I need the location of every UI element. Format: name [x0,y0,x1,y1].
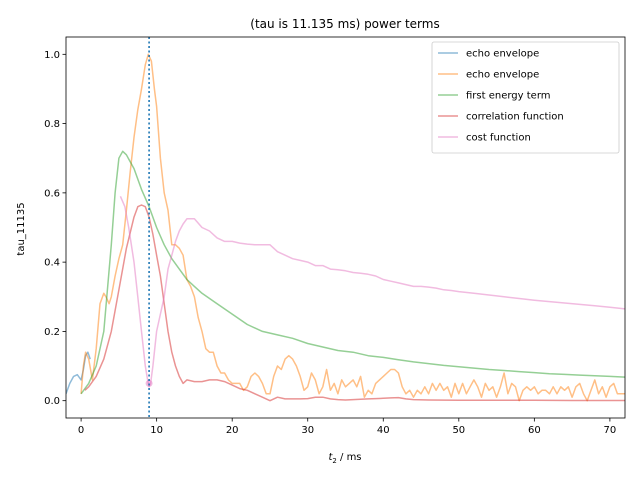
y-tick-label: 0.0 [44,396,60,407]
y-tick-label: 0.8 [44,119,60,130]
series-layer [66,53,625,402]
legend-label-1: echo envelope [466,70,539,81]
series-marker-4 [145,379,153,387]
y-tick-label: 0.2 [44,327,60,338]
y-axis-label: tau_11135 [16,202,27,255]
series-line-2 [80,150,625,395]
series-line-1 [80,53,625,402]
x-tick-label: 40 [377,425,390,436]
x-tick-label: 60 [528,425,541,436]
series-line-0 [66,351,91,395]
x-tick-label: 0 [78,425,84,436]
x-tick-label: 20 [226,425,239,436]
x-ticks: 0 10 20 30 40 50 60 70 [78,418,616,436]
y-ticks: 0.0 0.2 0.4 0.6 0.8 1.0 [44,50,66,407]
y-tick-label: 0.4 [44,258,60,269]
legend-box [431,41,620,154]
series-line-4 [119,196,625,388]
axes-frame [65,36,626,419]
y-tick-label: 0.6 [44,188,60,199]
series-line-3 [84,204,625,402]
x-tick-label: 10 [150,425,163,436]
legend-label-4: cost function [466,133,531,144]
x-axis-label-unit: / ms [337,452,362,463]
x-tick-label: 50 [452,425,465,436]
legend-label-3: correlation function [466,112,564,123]
x-tick-label: 30 [301,425,314,436]
chart-title: (tau is 11.135 ms) power terms [250,17,439,31]
legend-label-0: echo envelope [466,49,539,60]
legend-label-2: first energy term [466,91,551,102]
axes-border [65,36,626,419]
x-axis-label-sub: 2 [332,457,336,465]
y-tick-label: 1.0 [44,50,60,61]
x-tick-label: 70 [604,425,617,436]
x-axis-label: t2 / ms [328,452,361,465]
legend: echo envelope echo envelope first energy t… [431,41,620,154]
x-axis-label-main: t [328,452,333,463]
